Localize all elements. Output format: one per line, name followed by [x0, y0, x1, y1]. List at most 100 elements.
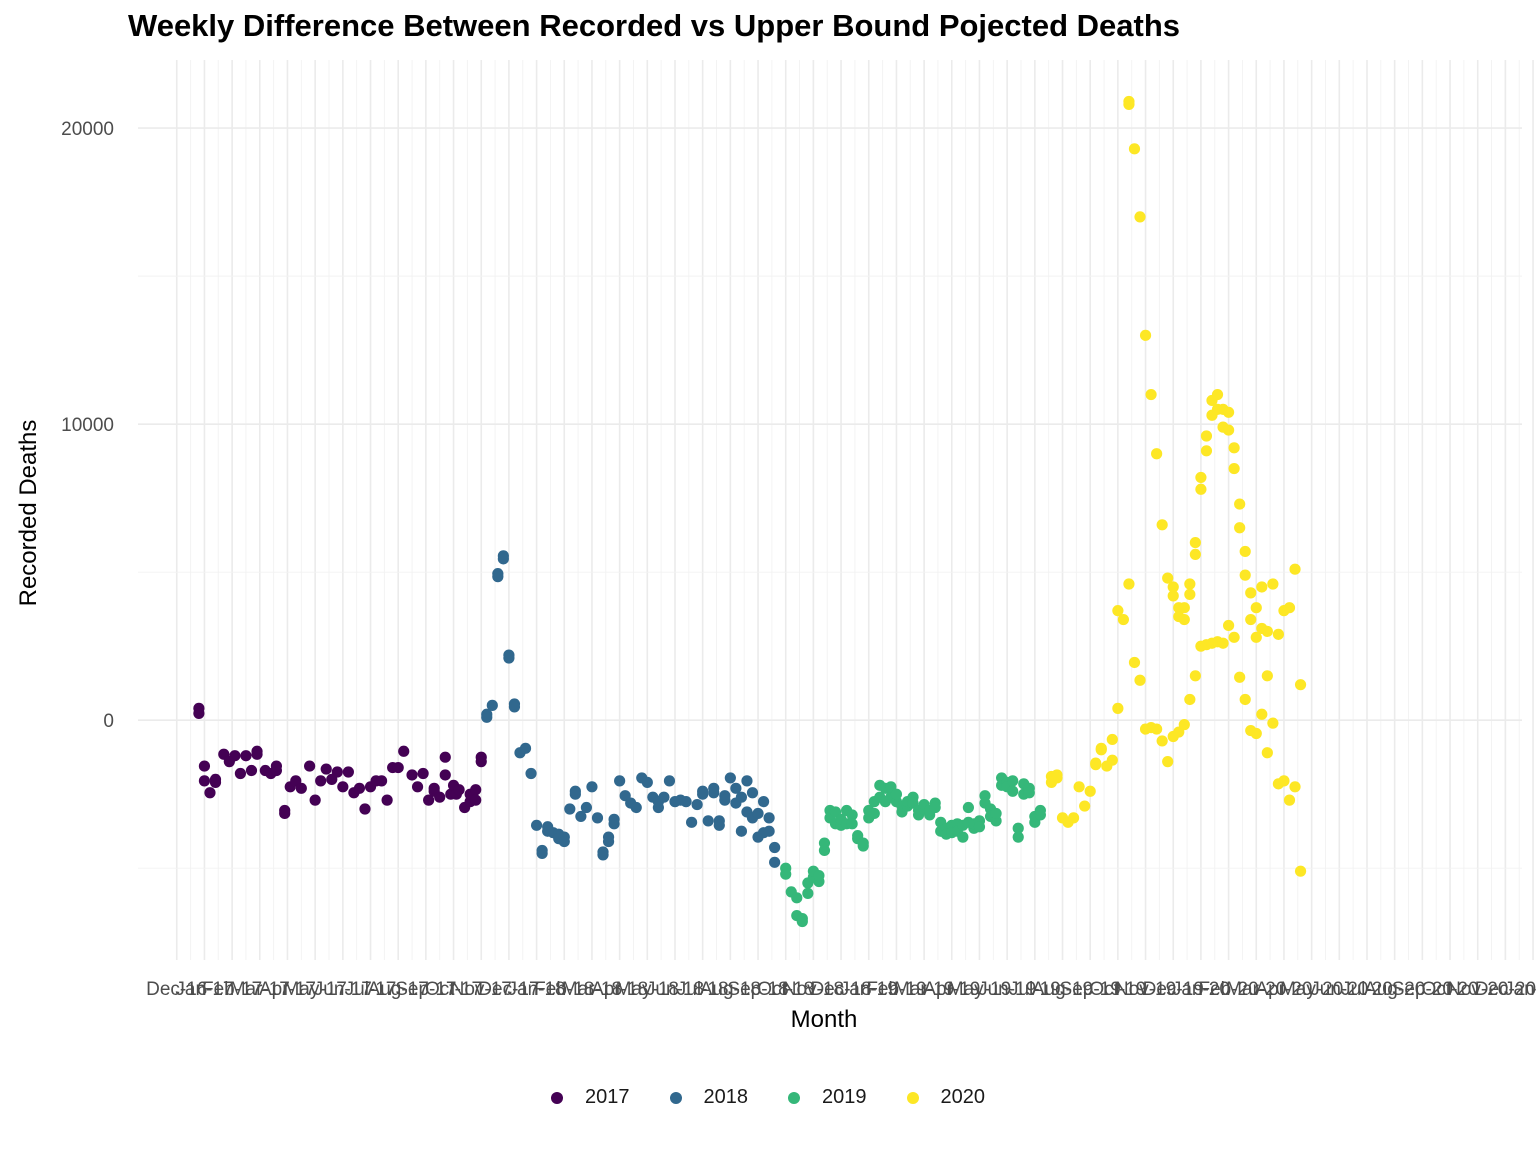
data-point-2019 [802, 887, 814, 899]
data-point-2020 [1228, 631, 1240, 643]
data-point-2020 [1234, 498, 1246, 510]
x-tick-label: May-19 [948, 979, 1011, 1000]
data-point-2018 [492, 571, 504, 583]
data-point-2018 [702, 815, 714, 827]
x-tick-label: Mar-20 [1226, 979, 1286, 1000]
data-point-2017 [392, 761, 404, 774]
x-tick-label: Nov-20 [1447, 979, 1508, 1000]
data-point-2018 [757, 796, 770, 808]
data-point-2020 [1128, 143, 1141, 155]
x-tick-label: Jun-19 [978, 979, 1036, 1000]
data-point-2020 [1079, 800, 1091, 812]
data-point-2018 [530, 819, 543, 831]
x-tick-label: Jun-18 [646, 979, 704, 1000]
legend-item-2017: 2017 [551, 1086, 630, 1109]
data-point-2020 [1228, 442, 1240, 454]
x-tick-label: Jan-21 [1504, 979, 1536, 1000]
data-point-2018 [763, 825, 775, 837]
data-point-2020 [1106, 733, 1118, 746]
x-tick-label: Aug-17 [368, 979, 429, 1000]
data-point-2020 [1256, 708, 1268, 720]
data-point-2020 [1178, 719, 1190, 731]
x-tick-label: Apr-20 [1255, 979, 1312, 1000]
data-point-2017 [234, 767, 247, 780]
data-point-2018 [713, 815, 725, 827]
data-point-2019 [818, 844, 831, 857]
data-point-2020 [1289, 781, 1301, 793]
data-point-2018 [591, 812, 604, 824]
data-point-2017 [331, 766, 343, 778]
legend-dot-icon [551, 1091, 563, 1104]
x-tick-label: Dec-20 [1475, 979, 1536, 1000]
data-point-2018 [735, 825, 748, 837]
data-point-2017 [309, 794, 321, 806]
data-point-2020 [1112, 702, 1124, 714]
data-point-2017 [251, 748, 263, 760]
x-tick-label: Nov-17 [451, 979, 512, 1000]
x-tick-label: Feb-18 [534, 979, 594, 1000]
x-tick-label: Sep-19 [1060, 979, 1121, 1000]
data-point-2017 [240, 750, 252, 762]
data-point-2020 [1189, 536, 1201, 549]
data-point-2017 [204, 787, 216, 799]
data-point-2020 [1112, 605, 1124, 617]
x-axis-label: Month [791, 1006, 858, 1033]
data-point-2020 [1245, 613, 1257, 626]
data-point-2017 [439, 751, 451, 763]
data-point-2020 [1090, 757, 1102, 769]
data-point-2020 [1200, 445, 1213, 457]
data-point-2019 [957, 831, 969, 843]
x-tick-label: Nov-19 [1115, 979, 1176, 1000]
data-point-2020 [1261, 747, 1273, 759]
data-point-2020 [1222, 619, 1235, 632]
data-point-2020 [1178, 613, 1190, 626]
data-points [193, 95, 1307, 928]
x-tick-label: Jul-17 [345, 979, 397, 1000]
x-tick-label: Dec-19 [1143, 979, 1204, 1000]
data-point-2017 [434, 791, 446, 803]
data-point-2020 [1283, 602, 1296, 614]
data-point-2020 [1084, 785, 1096, 797]
data-point-2020 [1167, 581, 1179, 593]
x-tick-label: Jan-19 [840, 979, 898, 1000]
legend-dot-icon [669, 1091, 682, 1104]
data-point-2020 [1156, 519, 1168, 531]
x-tick-label: Jan-17 [175, 979, 233, 1000]
data-point-2019 [929, 801, 941, 814]
legend-label: 2020 [940, 1086, 986, 1108]
data-point-2019 [780, 868, 792, 880]
legend-dot-icon [906, 1091, 919, 1104]
data-point-2020 [1145, 388, 1157, 401]
data-point-2017 [320, 763, 332, 775]
data-point-2017 [198, 775, 211, 787]
data-point-2019 [813, 870, 825, 882]
data-point-2020 [1184, 693, 1196, 706]
data-point-2018 [769, 841, 781, 854]
data-point-2019 [791, 892, 803, 904]
data-point-2019 [1007, 785, 1019, 797]
legend-item-2018: 2018 [669, 1086, 748, 1109]
data-point-2018 [597, 849, 609, 861]
data-point-2020 [1222, 424, 1235, 436]
data-point-2017 [304, 760, 316, 772]
x-tick-label: Sep-20 [1392, 979, 1453, 1000]
data-point-2020 [1151, 723, 1163, 735]
x-tick-label: Aug-18 [700, 979, 761, 1000]
data-point-2018 [608, 813, 620, 825]
data-point-2019 [973, 821, 986, 833]
data-point-2017 [198, 760, 211, 772]
data-point-2020 [1217, 637, 1229, 649]
data-point-2018 [569, 788, 581, 800]
x-tick-label: Aug-20 [1364, 979, 1425, 1000]
x-tick-label: Feb-19 [866, 979, 926, 1000]
data-point-2017 [470, 784, 482, 796]
data-point-2020 [1189, 548, 1201, 561]
data-point-2020 [1123, 578, 1135, 590]
y-tick-labels: 0 10000 20000 [61, 119, 114, 732]
data-point-2020 [1195, 483, 1207, 495]
data-point-2020 [1239, 693, 1251, 706]
data-point-2017 [423, 794, 435, 806]
data-point-2020 [1073, 781, 1085, 793]
data-point-2018 [575, 810, 587, 823]
legend-dot-icon [788, 1091, 800, 1104]
